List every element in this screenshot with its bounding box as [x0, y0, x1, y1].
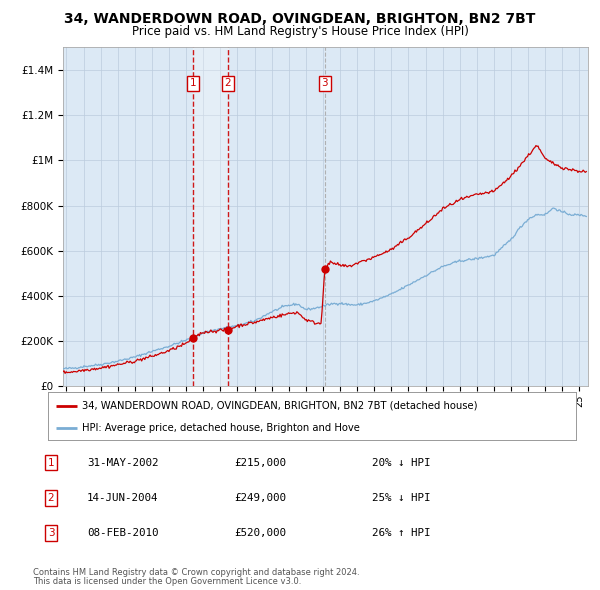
Text: 14-JUN-2004: 14-JUN-2004 — [87, 493, 158, 503]
Text: 34, WANDERDOWN ROAD, OVINGDEAN, BRIGHTON, BN2 7BT: 34, WANDERDOWN ROAD, OVINGDEAN, BRIGHTON… — [64, 12, 536, 26]
Text: This data is licensed under the Open Government Licence v3.0.: This data is licensed under the Open Gov… — [33, 577, 301, 586]
Text: 1: 1 — [47, 458, 55, 467]
Text: Price paid vs. HM Land Registry's House Price Index (HPI): Price paid vs. HM Land Registry's House … — [131, 25, 469, 38]
Text: 1: 1 — [190, 78, 197, 88]
Text: Contains HM Land Registry data © Crown copyright and database right 2024.: Contains HM Land Registry data © Crown c… — [33, 568, 359, 576]
Text: £520,000: £520,000 — [234, 529, 286, 538]
Text: 25% ↓ HPI: 25% ↓ HPI — [372, 493, 431, 503]
Text: 20% ↓ HPI: 20% ↓ HPI — [372, 458, 431, 467]
Text: 2: 2 — [224, 78, 231, 88]
Text: £249,000: £249,000 — [234, 493, 286, 503]
Bar — [193, 47, 228, 386]
Text: 26% ↑ HPI: 26% ↑ HPI — [372, 529, 431, 538]
Text: 08-FEB-2010: 08-FEB-2010 — [87, 529, 158, 538]
Text: £215,000: £215,000 — [234, 458, 286, 467]
Text: 2: 2 — [47, 493, 55, 503]
Text: 34, WANDERDOWN ROAD, OVINGDEAN, BRIGHTON, BN2 7BT (detached house): 34, WANDERDOWN ROAD, OVINGDEAN, BRIGHTON… — [82, 401, 478, 411]
Text: 3: 3 — [322, 78, 328, 88]
Text: HPI: Average price, detached house, Brighton and Hove: HPI: Average price, detached house, Brig… — [82, 423, 360, 432]
Text: 3: 3 — [47, 529, 55, 538]
Text: 31-MAY-2002: 31-MAY-2002 — [87, 458, 158, 467]
